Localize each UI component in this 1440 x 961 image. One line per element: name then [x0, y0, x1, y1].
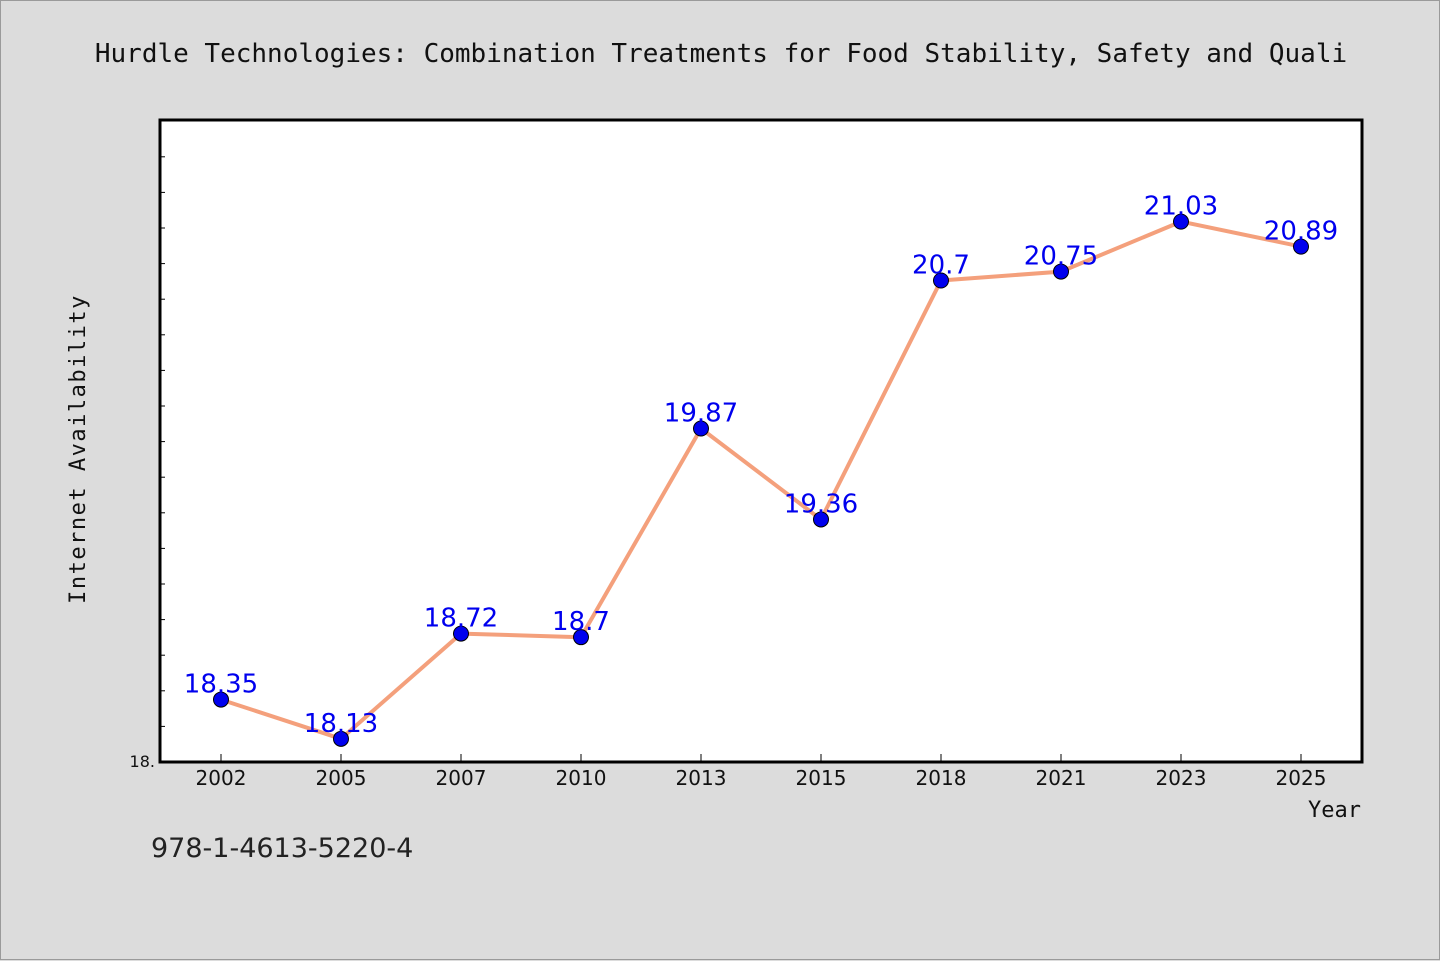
- x-tick-label: 2007: [436, 766, 487, 790]
- x-tick-label: 2023: [1156, 766, 1207, 790]
- data-point: [933, 272, 949, 289]
- chart-title: Hurdle Technologies: Combination Treatme…: [95, 39, 1347, 69]
- x-tick-label: 2013: [676, 766, 727, 790]
- data-point: [1173, 213, 1189, 230]
- data-label: 19.87: [664, 399, 738, 429]
- y-tick-label: 18.: [130, 752, 155, 771]
- data-point: [453, 625, 469, 642]
- data-point: [333, 730, 349, 747]
- x-tick-label: 2025: [1276, 766, 1327, 790]
- data-point: [1053, 263, 1069, 280]
- data-point: [1293, 238, 1309, 255]
- data-label: 18.35: [184, 670, 258, 700]
- data-point: [213, 691, 229, 708]
- data-label: 18.7: [552, 607, 610, 637]
- plot-area: [158, 118, 1364, 764]
- data-label: 18.13: [304, 709, 378, 739]
- data-label: 20.75: [1024, 242, 1098, 272]
- data-label: 20.7: [912, 251, 970, 281]
- x-axis-title: Year: [1308, 798, 1361, 823]
- x-tick-label: 2010: [556, 766, 607, 790]
- x-axis-tick-labels: 2002 2005 2007 2010 2013 2015 2018 2021 2023 2025: [196, 766, 1327, 790]
- series-markers: [213, 213, 1309, 747]
- x-tick-label: 2018: [916, 766, 967, 790]
- data-label: 19.36: [784, 489, 858, 519]
- data-label: 18.72: [424, 604, 498, 634]
- data-point: [573, 629, 589, 646]
- data-point: [813, 511, 829, 528]
- x-axis-ticks: [220, 754, 1302, 762]
- data-point: [693, 420, 709, 437]
- series-line: [220, 219, 1302, 741]
- data-label: 20.89: [1264, 217, 1338, 247]
- x-tick-label: 2021: [1036, 766, 1087, 790]
- x-tick-label: 2002: [196, 766, 247, 790]
- data-labels: 18.35 18.13 18.72 18.7 19.87 19.36 20.7 20.75 21…: [184, 192, 1338, 739]
- x-tick-label: 2015: [796, 766, 847, 790]
- data-label: 21.03: [1144, 192, 1218, 222]
- x-tick-label: 2005: [316, 766, 367, 790]
- y-axis-ticks: [160, 156, 165, 763]
- y-axis-title: Internet Availability: [66, 294, 91, 604]
- isbn-text: 978-1-4613-5220-4: [151, 833, 414, 864]
